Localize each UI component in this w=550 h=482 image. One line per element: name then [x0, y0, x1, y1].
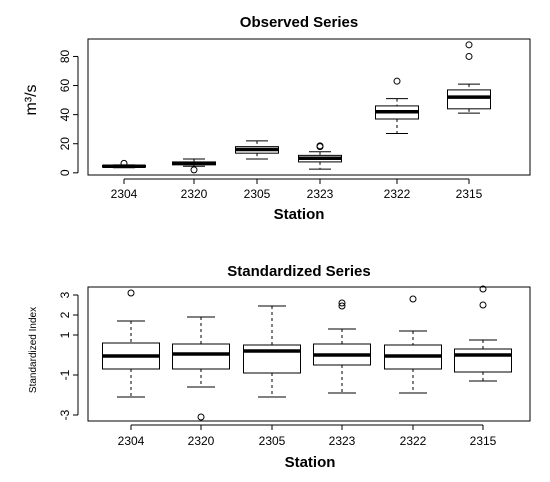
outlier-point: [338, 302, 346, 310]
outlier-point: [393, 77, 401, 85]
x-tick-label: 2315: [456, 187, 483, 201]
x-tick-label: 2323: [329, 434, 356, 448]
y-axis: -3 -1 1 2 3: [58, 291, 79, 420]
outlier-point: [409, 295, 417, 303]
outlier-point: [127, 289, 135, 297]
box-2315: [454, 285, 512, 382]
outlier-point: [338, 299, 346, 307]
y-tick-label: 40: [58, 108, 72, 122]
y-tick-label: 1: [58, 331, 72, 338]
x-axis-label: Station: [285, 454, 336, 471]
outlier-point: [316, 142, 324, 150]
x-axis: 2304 2320 2305 2323 2322 2315: [118, 424, 497, 448]
y-tick-label: 20: [58, 137, 72, 151]
x-axis-label: Station: [274, 206, 325, 223]
box-2323: [313, 299, 371, 394]
box-2320: [172, 158, 216, 174]
box-2305: [235, 140, 279, 160]
plot-frame: [87, 286, 531, 422]
box-2304: [102, 159, 146, 169]
y-tick-label: 60: [58, 79, 72, 93]
y-tick-label: 80: [58, 49, 72, 63]
x-tick-label: 2322: [400, 434, 427, 448]
standardized-series-panel: Standardized Series -3 -1 1 2 3 Standardized…: [28, 263, 531, 471]
x-axis: 2304 2320 2305 2323 2322 2315: [111, 178, 483, 201]
x-tick-label: 2305: [259, 434, 286, 448]
outlier-point: [465, 52, 473, 60]
x-tick-label: 2304: [111, 187, 138, 201]
box-2305: [243, 305, 301, 398]
chart-title: Observed Series: [240, 14, 358, 31]
x-tick-label: 2315: [470, 434, 497, 448]
y-tick-label: 0: [58, 169, 72, 176]
y-tick-label: -3: [58, 409, 72, 420]
chart-title: Standardized Series: [227, 263, 370, 280]
boxes: [102, 41, 491, 174]
outlier-point: [197, 413, 205, 421]
iqr-box: [447, 89, 491, 110]
outlier-point: [465, 41, 473, 49]
box-2323: [298, 142, 342, 170]
y-tick-label: -1: [58, 369, 72, 380]
x-tick-label: 2304: [118, 434, 145, 448]
iqr-box: [243, 344, 301, 374]
outlier-point: [120, 159, 128, 167]
boxes: [102, 285, 512, 421]
x-tick-label: 2320: [188, 434, 215, 448]
plot-frame: [87, 38, 531, 176]
x-tick-label: 2320: [181, 187, 208, 201]
x-tick-label: 2323: [307, 187, 334, 201]
outlier-point: [479, 285, 487, 293]
y-axis-label: Standardized Index: [28, 307, 39, 393]
outlier-point: [190, 166, 198, 174]
y-axis-label: m³/s: [23, 84, 40, 115]
x-tick-label: 2322: [384, 187, 411, 201]
y-tick-label: 2: [58, 311, 72, 318]
y-axis: 0 20 40 60 80: [58, 49, 79, 176]
iqr-box: [454, 348, 512, 373]
box-2304: [102, 289, 160, 398]
x-tick-label: 2305: [244, 187, 271, 201]
box-2320: [172, 316, 230, 421]
box-2322: [384, 295, 442, 394]
box-2315: [447, 41, 491, 114]
box-2322: [375, 77, 419, 135]
y-tick-label: 3: [58, 291, 72, 298]
iqr-box: [172, 343, 230, 370]
outlier-point: [479, 301, 487, 309]
